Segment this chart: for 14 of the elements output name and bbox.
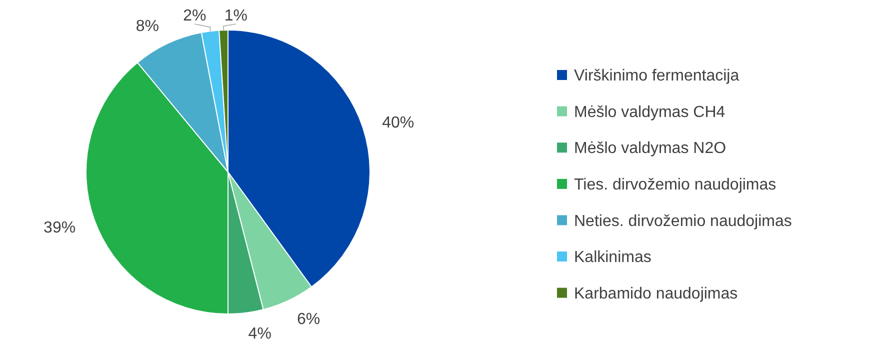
legend-label: Neties. dirvožemio naudojimas xyxy=(574,212,792,230)
legend-label: Mėšlo valdymas CH4 xyxy=(574,104,726,121)
legend-label: Kalkinimas xyxy=(574,249,652,266)
data-label: 6% xyxy=(296,311,320,328)
legend-label: Virškinimo fermentacija xyxy=(574,68,740,85)
data-label: 40% xyxy=(382,114,414,132)
data-label: 2% xyxy=(183,7,206,24)
legend-label: Karbamido naudojimas xyxy=(574,285,738,302)
data-label: 39% xyxy=(44,219,76,236)
data-label: 4% xyxy=(248,325,272,339)
data-label: 1% xyxy=(224,7,248,24)
data-label: 8% xyxy=(136,18,160,36)
legend-label: Mėšlo valdymas N2O xyxy=(574,140,726,158)
legend-label: Ties. dirvožemio naudojimas xyxy=(574,176,776,194)
